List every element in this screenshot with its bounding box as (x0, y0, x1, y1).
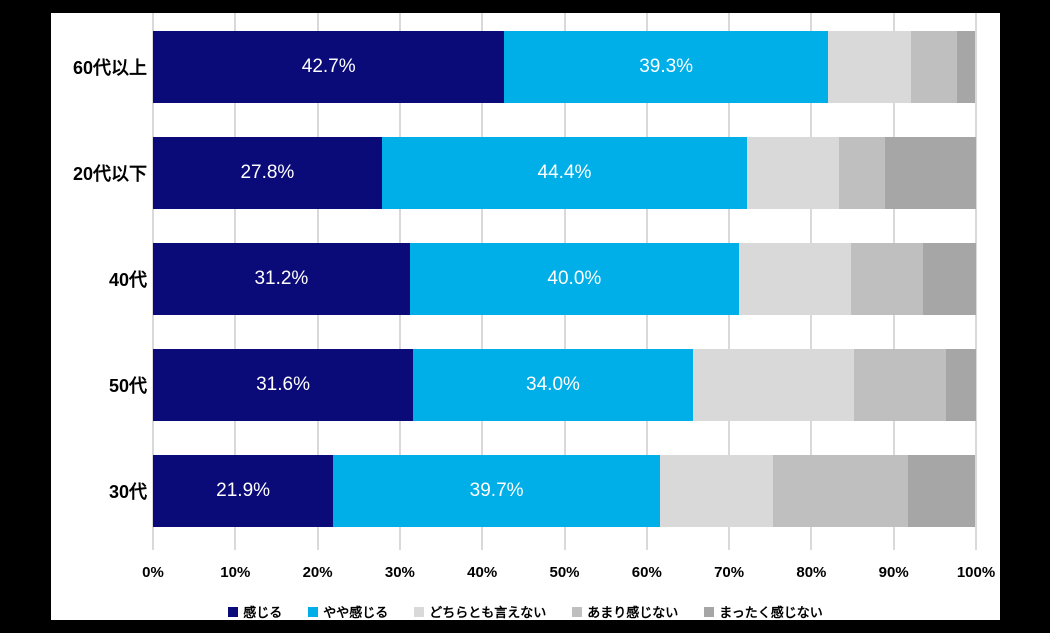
bar-segment-2: 40.0% (409, 243, 739, 315)
legend: 感じる やや感じる どちらとも言えない あまり感じない まったく感じない (51, 602, 1000, 621)
bar-segment-3 (747, 137, 839, 209)
bar-segment-4 (854, 349, 947, 421)
bar-value-label: 21.9% (216, 480, 271, 501)
legend-swatch-icon (414, 606, 425, 617)
stacked-bar: 21.9% 39.7% (153, 455, 976, 527)
bar-segment-1: 42.7% (153, 31, 505, 103)
bar-value-label: 27.8% (240, 162, 295, 183)
legend-swatch-icon (228, 606, 239, 617)
stacked-bar: 31.6% 34.0% (153, 349, 976, 421)
legend-swatch-icon (704, 606, 715, 617)
bar-segment-3 (692, 349, 855, 421)
bar-segment-1: 21.9% (153, 455, 334, 527)
category-label: 20代以下 (72, 164, 147, 184)
category-label: 50代 (108, 376, 147, 396)
legend-item: あまり感じない (572, 602, 678, 621)
category-label: 60代以上 (72, 58, 147, 78)
legend-label: まったく感じない (719, 605, 823, 620)
legend-label: どちらとも言えない (429, 605, 547, 620)
bar-segment-2: 39.3% (504, 31, 828, 103)
x-axis-tick-label: 90% (878, 564, 909, 581)
legend-label: あまり感じない (587, 605, 679, 620)
stacked-bar: 31.2% 40.0% (153, 243, 976, 315)
legend-swatch-icon (572, 606, 583, 617)
bar-value-label: 39.3% (639, 56, 694, 77)
x-axis-tick-label: 60% (631, 564, 662, 581)
x-axis-tick-label: 30% (384, 564, 415, 581)
x-axis-tick-label: 70% (714, 564, 745, 581)
bar-segment-3 (659, 455, 773, 527)
bar-segment-1: 31.2% (153, 243, 410, 315)
legend-item: 感じる (228, 602, 282, 621)
x-axis-tick-label: 100% (956, 564, 996, 581)
legend-item: まったく感じない (704, 602, 823, 621)
legend-label: やや感じる (323, 605, 389, 620)
x-axis-tick-label: 80% (796, 564, 827, 581)
bar-segment-2: 34.0% (413, 349, 693, 421)
x-axis-tick-label: 40% (467, 564, 498, 581)
bar-value-label: 40.0% (547, 268, 602, 289)
bar-value-label: 31.6% (256, 374, 310, 395)
x-axis-tick-label: 50% (549, 564, 580, 581)
legend-label: 感じる (243, 605, 283, 620)
gridline (975, 13, 977, 550)
legend-swatch-icon (308, 606, 319, 617)
bar-segment-2: 39.7% (333, 455, 660, 527)
legend-item: どちらとも言えない (414, 602, 546, 621)
stacked-bar: 42.7% 39.3% (153, 31, 976, 103)
category-label: 30代 (108, 482, 147, 502)
bar-segment-2: 44.4% (381, 137, 748, 209)
bar-segment-5 (884, 137, 976, 209)
bar-segment-5 (946, 349, 976, 421)
bar-value-label: 34.0% (526, 374, 580, 395)
bar-segment-4 (772, 455, 908, 527)
bar-segment-3 (827, 31, 911, 103)
x-axis-tick-label: 10% (220, 564, 251, 581)
chart-box: 60代以上 42.7% 39.3% 20代以下 27.8% 44.4% 40代 31.2% 40… (51, 13, 1000, 620)
stacked-bar: 27.8% 44.4% (153, 137, 976, 209)
bar-segment-5 (907, 455, 976, 527)
bar-segment-4 (910, 31, 958, 103)
legend-item: やや感じる (308, 602, 388, 621)
category-label: 40代 (108, 270, 147, 290)
x-axis-tick-label: 20% (302, 564, 333, 581)
bar-segment-5 (957, 31, 976, 103)
bar-segment-4 (838, 137, 885, 209)
bar-segment-1: 31.6% (153, 349, 414, 421)
bar-value-label: 39.7% (469, 480, 524, 501)
bar-value-label: 31.2% (254, 268, 309, 289)
bar-segment-1: 27.8% (153, 137, 382, 209)
bar-segment-5 (923, 243, 976, 315)
x-axis-tick-label: 0% (142, 564, 164, 581)
bar-value-label: 42.7% (301, 56, 356, 77)
bar-value-label: 44.4% (537, 162, 592, 183)
bar-segment-4 (850, 243, 924, 315)
bar-segment-3 (738, 243, 851, 315)
